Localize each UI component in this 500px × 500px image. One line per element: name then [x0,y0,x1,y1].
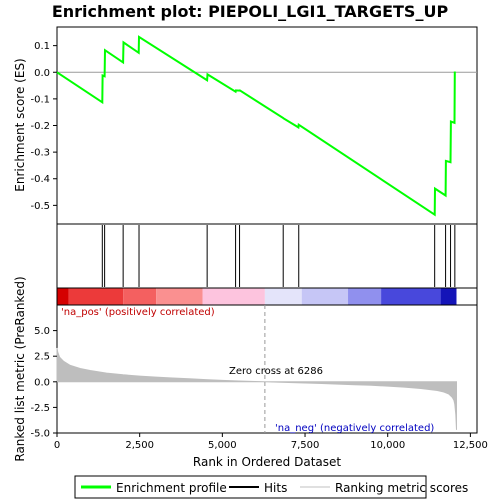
rank-y-tick-label: -5.0 [30,429,50,440]
rank-x-tick-label: 10,000 [370,440,405,451]
enrichment-profile-line [56,35,456,217]
color-bar-segment [57,288,69,305]
rank-x-tick-label: 12,500 [453,440,488,451]
rank-x-axis-label: Rank in Ordered Dataset [193,455,341,469]
rank-x-tick-label: 0 [54,440,60,451]
rank-color-bar [56,287,478,306]
positive-correlation-label: 'na_pos' (positively correlated) [61,307,215,318]
rank-y-axis-label: Ranked list metric (PreRanked) [13,276,27,461]
legend: Enrichment profile Hits Ranking metric s… [74,475,468,499]
es-y-tick-label: -0.2 [30,121,50,132]
color-bar-segment [202,288,265,305]
color-bar-segment [440,288,457,305]
rank-y-tick-label: -2.5 [30,403,50,414]
enrichment-score-panel: 0.1 0.0 -0.1 -0.2 -0.3 -0.4 -0.5 Enrichment sc… [13,26,478,225]
hits-panel [56,223,478,289]
color-bar-segment [264,288,302,305]
rank-x-axis: 0 2,500 5,000 7,500 10,000 12,500 [54,433,488,451]
hit-marks [101,225,456,287]
negative-correlation-label: 'na_neg' (negatively correlated) [275,423,434,434]
rank-plot-frame [56,304,478,434]
es-y-tick-label: -0.1 [30,94,50,105]
legend-label-enrichment: Enrichment profile [116,481,227,495]
ranking-metric-panel: 5.0 2.5 0.0 -2.5 -5.0 0 2,500 5,000 7,500 10,000… [13,276,488,469]
legend-label-ranking: Ranking metric scores [335,481,468,495]
color-bar-segment [156,288,203,305]
color-bar-segment [381,288,441,305]
color-bar-segment [68,288,124,305]
es-y-tick-label: 0.1 [34,41,50,52]
zero-cross-label: Zero cross at 6286 [229,366,323,377]
es-y-axis-label: Enrichment score (ES) [13,58,27,191]
rank-x-tick-label: 5,000 [208,440,237,451]
color-bar-segment [123,288,157,305]
es-y-tick-label: 0.0 [34,68,50,79]
rank-y-tick-label: 0.0 [34,377,50,388]
rank-x-tick-label: 2,500 [125,440,154,451]
legend-label-hits: Hits [264,481,287,495]
rank-y-tick-label: 5.0 [34,326,50,337]
es-y-tick-label: -0.4 [30,174,50,185]
hits-frame [56,223,478,289]
ranking-metric-area [56,347,457,430]
rank-y-tick-label: 2.5 [34,352,50,363]
es-plot-frame [56,26,478,225]
color-bar-segment [301,288,349,305]
chart-title: Enrichment plot: PIEPOLI_LGI1_TARGETS_UP [52,2,449,21]
rank-x-tick-label: 7,500 [291,440,320,451]
rank-y-axis: 5.0 2.5 0.0 -2.5 -5.0 [30,326,57,440]
color-bar-segment [348,288,382,305]
es-y-tick-label: -0.5 [30,201,50,212]
es-y-axis: 0.1 0.0 -0.1 -0.2 -0.3 -0.4 -0.5 [30,41,57,212]
es-y-tick-label: -0.3 [30,148,50,159]
